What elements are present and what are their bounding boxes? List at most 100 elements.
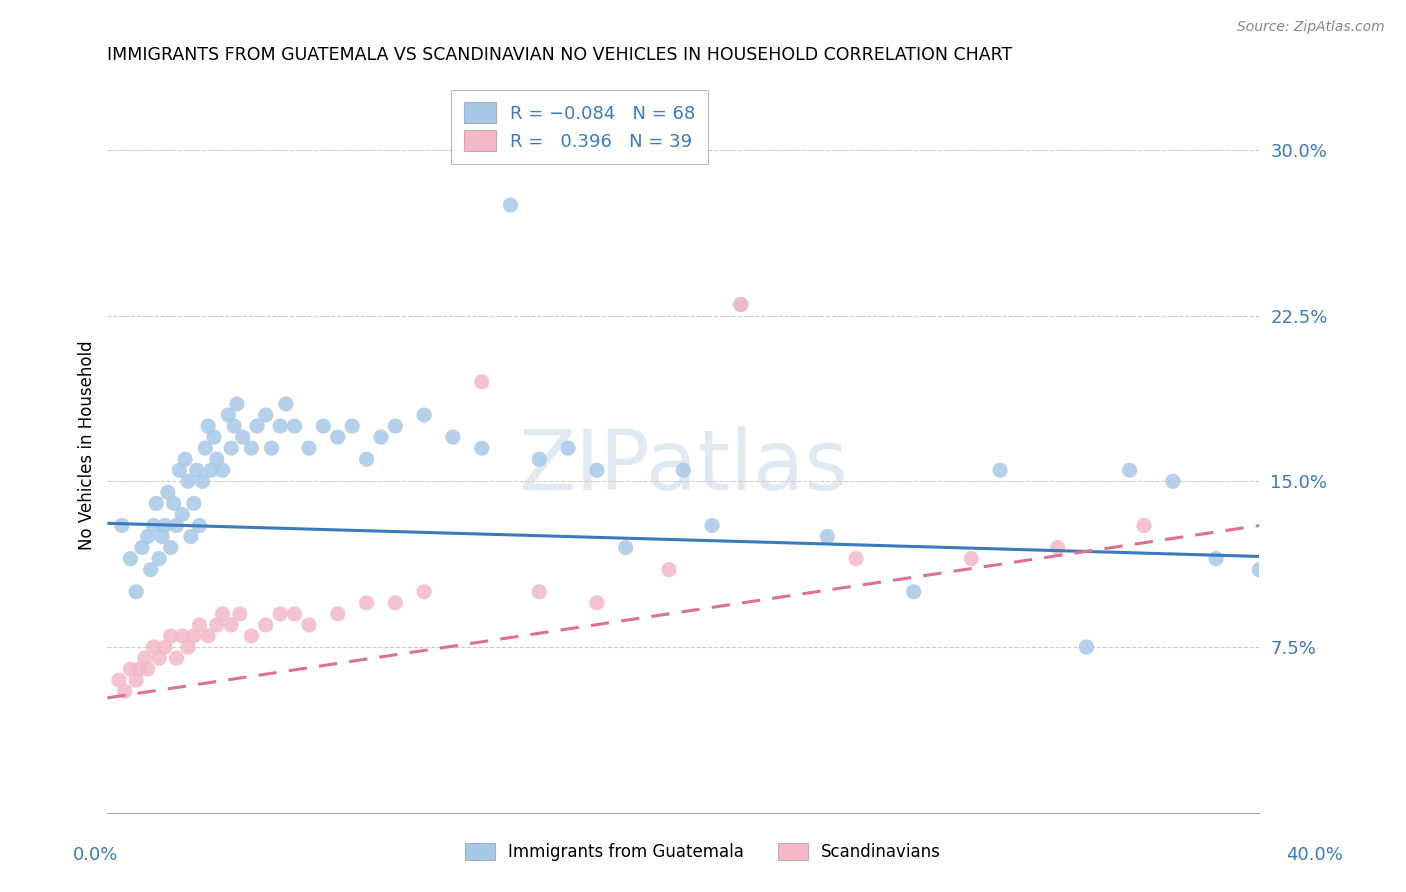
- Point: [557, 441, 579, 455]
- Point: [845, 551, 868, 566]
- Point: [172, 508, 194, 522]
- Text: Source: ZipAtlas.com: Source: ZipAtlas.com: [1237, 20, 1385, 34]
- Point: [120, 662, 142, 676]
- Point: [471, 375, 494, 389]
- Point: [148, 651, 170, 665]
- Point: [166, 651, 188, 665]
- Text: IMMIGRANTS FROM GUATEMALA VS SCANDINAVIAN NO VEHICLES IN HOUSEHOLD CORRELATION C: IMMIGRANTS FROM GUATEMALA VS SCANDINAVIA…: [107, 46, 1012, 64]
- Point: [1249, 563, 1271, 577]
- Point: [134, 651, 156, 665]
- Point: [197, 629, 219, 643]
- Point: [269, 419, 291, 434]
- Point: [108, 673, 131, 688]
- Point: [356, 452, 378, 467]
- Point: [232, 430, 254, 444]
- Point: [180, 530, 202, 544]
- Point: [903, 584, 925, 599]
- Point: [254, 408, 277, 422]
- Point: [254, 618, 277, 632]
- Point: [298, 441, 321, 455]
- Point: [166, 518, 188, 533]
- Point: [128, 662, 150, 676]
- Point: [111, 518, 134, 533]
- Point: [202, 430, 225, 444]
- Point: [274, 397, 297, 411]
- Point: [730, 297, 752, 311]
- Point: [197, 419, 219, 434]
- Point: [730, 297, 752, 311]
- Point: [229, 607, 252, 621]
- Point: [125, 584, 148, 599]
- Point: [136, 662, 159, 676]
- Point: [131, 541, 153, 555]
- Point: [1205, 551, 1227, 566]
- Point: [298, 618, 321, 632]
- Point: [219, 618, 242, 632]
- Point: [1118, 463, 1140, 477]
- Point: [177, 475, 200, 489]
- Point: [384, 596, 406, 610]
- Point: [205, 618, 228, 632]
- Point: [413, 408, 436, 422]
- Point: [471, 441, 494, 455]
- Legend: R = −0.084   N = 68, R =   0.396   N = 39: R = −0.084 N = 68, R = 0.396 N = 39: [451, 89, 709, 164]
- Point: [211, 607, 233, 621]
- Point: [815, 530, 838, 544]
- Point: [226, 397, 249, 411]
- Point: [174, 452, 197, 467]
- Point: [145, 496, 167, 510]
- Point: [191, 475, 214, 489]
- Point: [499, 198, 522, 212]
- Point: [153, 640, 176, 654]
- Point: [413, 584, 436, 599]
- Point: [340, 419, 363, 434]
- Point: [120, 551, 142, 566]
- Point: [142, 518, 165, 533]
- Point: [240, 629, 263, 643]
- Point: [153, 518, 176, 533]
- Point: [658, 563, 681, 577]
- Point: [384, 419, 406, 434]
- Point: [586, 596, 609, 610]
- Point: [441, 430, 464, 444]
- Point: [156, 485, 179, 500]
- Point: [188, 518, 211, 533]
- Point: [529, 452, 551, 467]
- Point: [172, 629, 194, 643]
- Y-axis label: No Vehicles in Household: No Vehicles in Household: [79, 340, 96, 549]
- Point: [1133, 518, 1156, 533]
- Point: [284, 419, 307, 434]
- Point: [326, 430, 349, 444]
- Legend: Immigrants from Guatemala, Scandinavians: Immigrants from Guatemala, Scandinavians: [458, 836, 948, 868]
- Point: [188, 618, 211, 632]
- Point: [183, 629, 205, 643]
- Point: [529, 584, 551, 599]
- Point: [614, 541, 637, 555]
- Text: 40.0%: 40.0%: [1286, 846, 1343, 863]
- Point: [260, 441, 283, 455]
- Point: [1076, 640, 1098, 654]
- Point: [960, 551, 983, 566]
- Point: [326, 607, 349, 621]
- Point: [217, 408, 239, 422]
- Point: [370, 430, 392, 444]
- Point: [169, 463, 191, 477]
- Point: [177, 640, 200, 654]
- Point: [114, 684, 136, 698]
- Point: [125, 673, 148, 688]
- Point: [148, 551, 170, 566]
- Point: [219, 441, 242, 455]
- Point: [240, 441, 263, 455]
- Point: [700, 518, 723, 533]
- Point: [162, 496, 184, 510]
- Text: 0.0%: 0.0%: [73, 846, 118, 863]
- Point: [183, 496, 205, 510]
- Point: [284, 607, 307, 621]
- Point: [246, 419, 269, 434]
- Point: [586, 463, 609, 477]
- Point: [159, 629, 181, 643]
- Point: [222, 419, 245, 434]
- Point: [1046, 541, 1069, 555]
- Text: ZIPatlas: ZIPatlas: [519, 426, 848, 508]
- Point: [136, 530, 159, 544]
